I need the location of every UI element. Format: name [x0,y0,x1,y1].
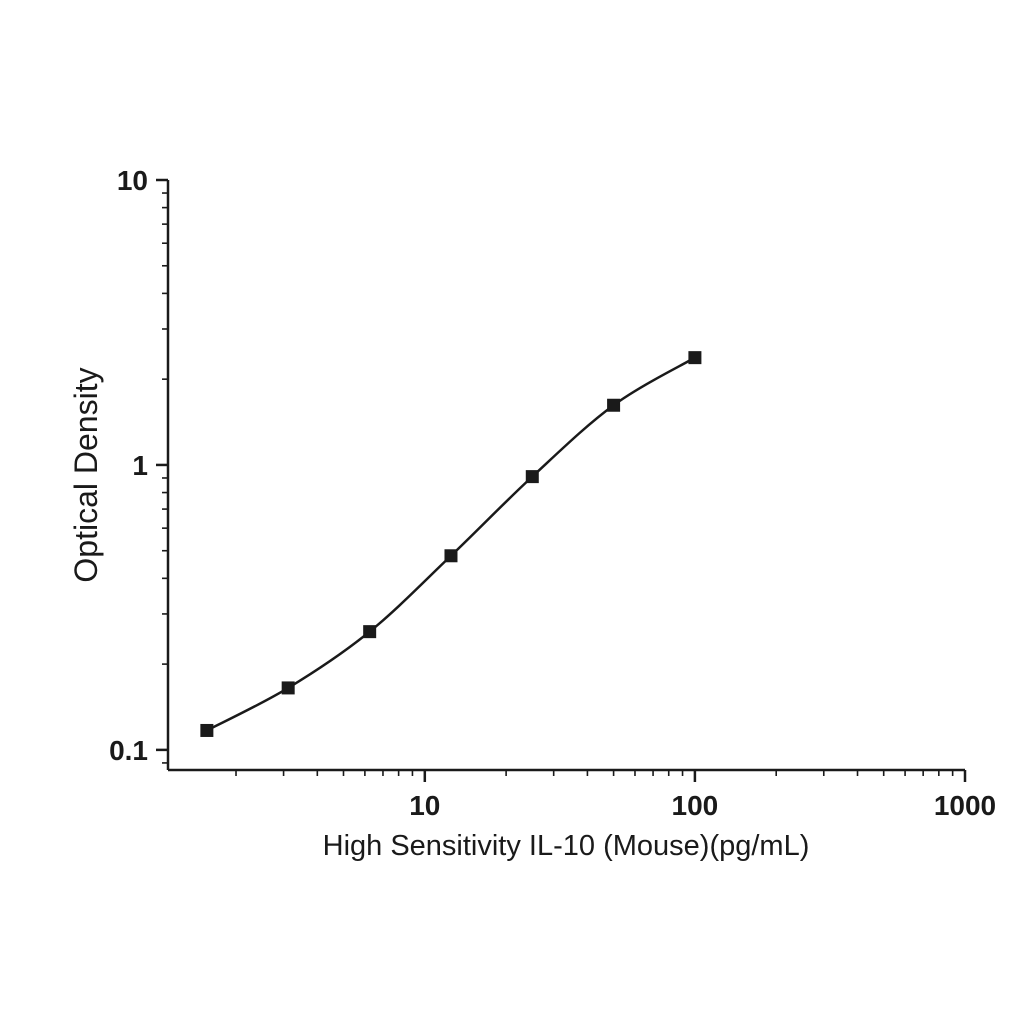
data-point-marker [200,723,214,737]
data-point-marker [363,625,377,639]
data-point-marker [607,398,621,412]
curve-layer [206,356,696,732]
y-axis-title: Optical Density [68,367,104,582]
x-axis-title: High Sensitivity IL-10 (Mouse)(pg/mL) [323,830,810,862]
axes [166,180,965,772]
data-point-marker [688,351,702,365]
x-tick-label: 1000 [934,790,996,821]
tick-labels: 10 100 1000 0.1 1 10 [109,165,996,821]
y-tick-label: 1 [132,450,148,481]
y-tick-label: 0.1 [109,735,148,766]
data-point-marker [444,549,458,563]
data-point-marker [281,681,295,695]
y-tick-label: 10 [117,165,148,196]
x-tick-label: 10 [409,790,440,821]
x-tick-label: 100 [672,790,719,821]
axis-ticks [156,178,967,782]
marker-layer [200,351,702,737]
standard-curve-line [206,356,696,732]
data-point-marker [525,470,539,484]
